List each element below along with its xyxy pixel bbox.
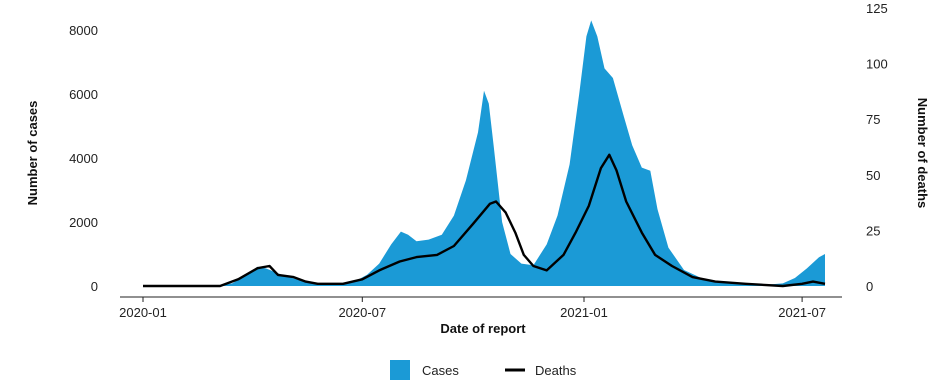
y-right-tick-label: 50 xyxy=(866,168,880,183)
x-axis: 2020-01 2020-07 2021-01 2021-07 xyxy=(119,297,826,320)
cases-area xyxy=(143,20,825,287)
legend-label-deaths: Deaths xyxy=(535,363,577,378)
x-tick-label: 2021-01 xyxy=(560,305,608,320)
y-left-axis: 0 2000 4000 6000 8000 xyxy=(69,23,98,294)
x-tick-label: 2020-07 xyxy=(338,305,386,320)
deaths-line xyxy=(143,153,826,288)
y-right-tick-label: 25 xyxy=(866,223,880,238)
y-left-tick-label: 2000 xyxy=(69,215,98,230)
y-right-tick-label: 100 xyxy=(866,57,888,72)
y-left-tick-label: 0 xyxy=(91,279,98,294)
y-right-tick-label: 125 xyxy=(866,1,888,16)
plot-area xyxy=(143,20,826,288)
y-left-tick-label: 6000 xyxy=(69,87,98,102)
legend-label-cases: Cases xyxy=(422,363,459,378)
y-left-tick-label: 8000 xyxy=(69,23,98,38)
y-left-axis-title: Number of cases xyxy=(25,101,40,206)
x-tick-label: 2020-01 xyxy=(119,305,167,320)
legend: Cases Deaths xyxy=(390,360,577,380)
y-right-axis-title: Number of deaths xyxy=(915,98,930,209)
y-right-axis: 0 25 50 75 100 125 xyxy=(866,1,888,294)
y-right-tick-label: 75 xyxy=(866,112,880,127)
y-right-tick-label: 0 xyxy=(866,279,873,294)
y-left-tick-label: 4000 xyxy=(69,151,98,166)
cases-icon xyxy=(390,360,410,380)
x-axis-title: Date of report xyxy=(440,321,526,336)
x-tick-label: 2021-07 xyxy=(778,305,826,320)
